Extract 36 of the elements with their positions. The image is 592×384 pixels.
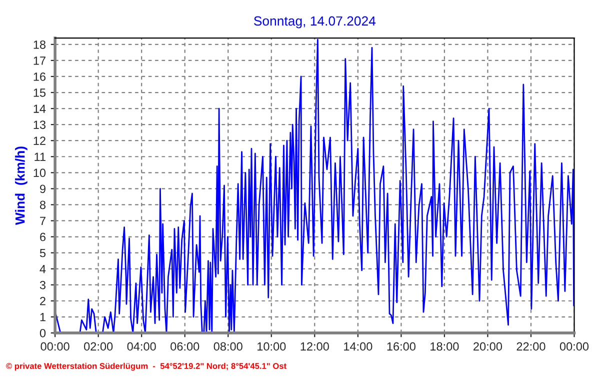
line-series [55,38,574,333]
y-tick-label: 17 [34,56,46,65]
y-tick-label: 18 [34,40,46,49]
y-tick-label: 2 [40,296,46,306]
x-tick-label: 08:00 [214,342,242,351]
text: © private Wetterstation Süderlügum - 54°52'19.2" Nord; 8°54'45.1" Ost [6,362,286,371]
y-tick-label: 15 [34,88,46,97]
y-tick-label: 16 [34,72,46,81]
y-tick-label: 10 [34,168,46,178]
chart-title: Sonntag, 14.07.2024 [254,16,376,28]
x-tick-label: 04:00 [127,342,156,351]
x-tick-label: 00:00 [560,342,589,351]
y-tick-label: 11 [34,152,46,161]
x-tick-label: 12:00 [300,342,329,351]
x-tick-label: 06:00 [170,342,200,351]
y-tick-label: 4 [40,264,46,274]
x-tick-label: 10:00 [258,342,286,351]
x-tick-label: 16:00 [387,342,416,351]
x-tick-label: 18:00 [430,342,459,351]
y-tick-label: 8 [40,200,46,210]
x-tick-label: 14:00 [344,342,372,351]
y-tick-label: 3 [40,280,46,290]
y-tick-label: 7 [40,216,46,226]
x-tick-label: 02:00 [84,342,113,351]
x-tick-label: 00:00 [40,342,70,351]
y-tick-label: 12 [34,136,46,145]
y-tick-label: 14 [34,104,46,113]
y-tick-label: 9 [40,184,46,194]
y-tick-label: 5 [40,248,46,258]
y-axis-title: Wind (km/h) [15,146,28,225]
y-tick-label: 0 [40,328,46,338]
y-tick-label: 1 [40,313,46,322]
x-tick-label: 20:00 [474,342,502,351]
y-tick-label: 6 [40,232,46,242]
x-tick-label: 22:00 [516,342,546,351]
y-tick-label: 13 [34,120,46,129]
